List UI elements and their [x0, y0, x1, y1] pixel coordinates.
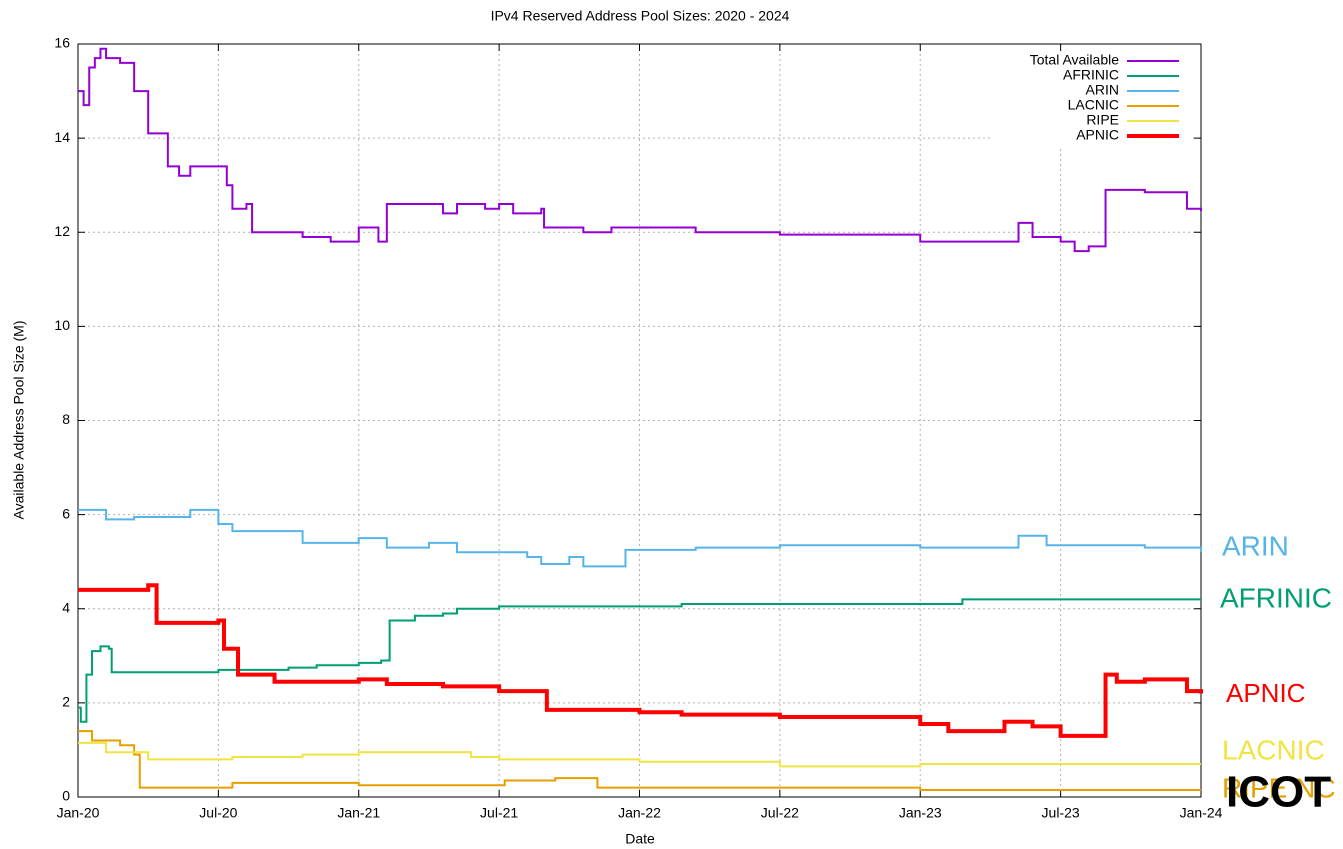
x-tick-label: Jul-20: [199, 805, 237, 821]
series-line: [78, 741, 1201, 768]
y-tick-label: 16: [54, 35, 70, 51]
annotation: AFRINIC: [1220, 582, 1332, 613]
annotation: APNIC: [1226, 678, 1305, 708]
annotation: ICOT: [1226, 768, 1331, 817]
x-tick-label: Jan-21: [337, 805, 380, 821]
legend-label: ARIN: [1086, 82, 1119, 98]
annotation: RIPE NC: [1222, 772, 1336, 803]
series-line: [78, 598, 1201, 723]
x-tick-label: Jul-23: [1042, 805, 1080, 821]
legend-label: LACNIC: [1068, 97, 1119, 113]
y-tick-label: 0: [62, 788, 70, 804]
plot-frame: [77, 43, 1202, 798]
series-line: [78, 583, 1203, 738]
annotation: LACNIC: [1222, 734, 1325, 765]
legend-label: Total Available: [1030, 52, 1119, 68]
y-axis-label: Available Address Pool Size (M): [11, 321, 27, 520]
y-tick-label: 14: [54, 129, 70, 145]
x-axis-label: Date: [625, 831, 655, 847]
legend-background: [990, 52, 1193, 148]
x-tick-label: Jan-23: [899, 805, 942, 821]
y-tick-label: 2: [62, 694, 70, 710]
legend-label: APNIC: [1076, 127, 1119, 143]
x-tick-label: Jan-22: [618, 805, 661, 821]
series-line: [78, 730, 1201, 791]
x-tick-label: Jul-22: [761, 805, 799, 821]
chart-title: IPv4 Reserved Address Pool Sizes: 2020 -…: [491, 8, 790, 24]
y-tick-label: 8: [62, 411, 70, 427]
y-tick-label: 4: [62, 599, 70, 615]
y-tick-label: 10: [54, 317, 70, 333]
legend-label: AFRINIC: [1063, 67, 1119, 83]
annotation: ARIN: [1222, 530, 1289, 561]
x-tick-label: Jan-24: [1180, 805, 1223, 821]
x-tick-label: Jan-20: [57, 805, 100, 821]
y-tick-label: 6: [62, 505, 70, 521]
y-tick-label: 12: [54, 223, 70, 239]
legend-label: RIPE: [1086, 112, 1119, 128]
series-line: [78, 508, 1202, 568]
series-line: [78, 47, 1202, 253]
x-tick-label: Jul-21: [480, 805, 518, 821]
